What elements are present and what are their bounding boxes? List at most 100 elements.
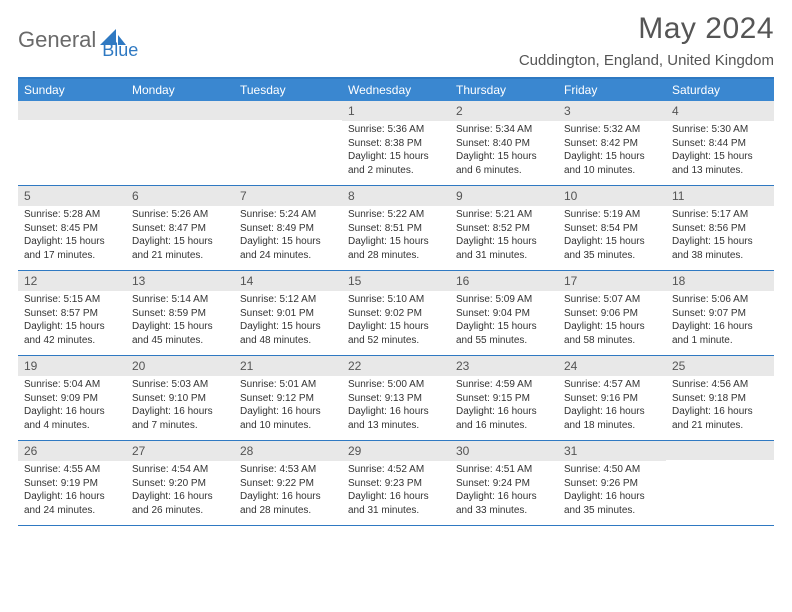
daylight-line: Daylight: 15 hours and 48 minutes. (240, 320, 336, 347)
day-cell: 16Sunrise: 5:09 AMSunset: 9:04 PMDayligh… (450, 271, 558, 355)
daylight-line: Daylight: 15 hours and 17 minutes. (24, 235, 120, 262)
week-row: 26Sunrise: 4:55 AMSunset: 9:19 PMDayligh… (18, 441, 774, 526)
day-body: Sunrise: 5:17 AMSunset: 8:56 PMDaylight:… (666, 206, 774, 266)
sunset-line: Sunset: 9:10 PM (132, 392, 228, 406)
day-body: Sunrise: 5:09 AMSunset: 9:04 PMDaylight:… (450, 291, 558, 351)
daylight-line: Daylight: 15 hours and 42 minutes. (24, 320, 120, 347)
logo-text-general: General (18, 27, 96, 53)
day-number (234, 101, 342, 120)
day-body: Sunrise: 5:21 AMSunset: 8:52 PMDaylight:… (450, 206, 558, 266)
day-body: Sunrise: 4:50 AMSunset: 9:26 PMDaylight:… (558, 461, 666, 521)
day-cell: 28Sunrise: 4:53 AMSunset: 9:22 PMDayligh… (234, 441, 342, 525)
sunset-line: Sunset: 8:59 PM (132, 307, 228, 321)
day-body: Sunrise: 4:57 AMSunset: 9:16 PMDaylight:… (558, 376, 666, 436)
sunrise-line: Sunrise: 5:28 AM (24, 208, 120, 222)
day-header-row: Sunday Monday Tuesday Wednesday Thursday… (18, 79, 774, 101)
day-number (18, 101, 126, 120)
daylight-line: Daylight: 15 hours and 38 minutes. (672, 235, 768, 262)
sunset-line: Sunset: 8:45 PM (24, 222, 120, 236)
sunset-line: Sunset: 8:57 PM (24, 307, 120, 321)
sunrise-line: Sunrise: 5:17 AM (672, 208, 768, 222)
sunrise-line: Sunrise: 5:36 AM (348, 123, 444, 137)
week-row: 1Sunrise: 5:36 AMSunset: 8:38 PMDaylight… (18, 101, 774, 186)
sunset-line: Sunset: 9:26 PM (564, 477, 660, 491)
daylight-line: Daylight: 16 hours and 24 minutes. (24, 490, 120, 517)
daylight-line: Daylight: 16 hours and 10 minutes. (240, 405, 336, 432)
sunset-line: Sunset: 8:56 PM (672, 222, 768, 236)
daylight-line: Daylight: 15 hours and 28 minutes. (348, 235, 444, 262)
day-cell: 12Sunrise: 5:15 AMSunset: 8:57 PMDayligh… (18, 271, 126, 355)
sunset-line: Sunset: 9:07 PM (672, 307, 768, 321)
day-number: 2 (450, 101, 558, 121)
sunrise-line: Sunrise: 5:21 AM (456, 208, 552, 222)
day-number: 11 (666, 186, 774, 206)
day-header: Thursday (450, 79, 558, 101)
sunrise-line: Sunrise: 5:10 AM (348, 293, 444, 307)
day-cell (234, 101, 342, 185)
sunrise-line: Sunrise: 5:26 AM (132, 208, 228, 222)
day-cell: 3Sunrise: 5:32 AMSunset: 8:42 PMDaylight… (558, 101, 666, 185)
sunrise-line: Sunrise: 5:15 AM (24, 293, 120, 307)
day-number: 26 (18, 441, 126, 461)
day-number: 3 (558, 101, 666, 121)
sunrise-line: Sunrise: 5:01 AM (240, 378, 336, 392)
day-cell: 17Sunrise: 5:07 AMSunset: 9:06 PMDayligh… (558, 271, 666, 355)
day-cell: 19Sunrise: 5:04 AMSunset: 9:09 PMDayligh… (18, 356, 126, 440)
daylight-line: Daylight: 15 hours and 21 minutes. (132, 235, 228, 262)
sunrise-line: Sunrise: 4:53 AM (240, 463, 336, 477)
week-row: 19Sunrise: 5:04 AMSunset: 9:09 PMDayligh… (18, 356, 774, 441)
daylight-line: Daylight: 15 hours and 24 minutes. (240, 235, 336, 262)
day-number: 19 (18, 356, 126, 376)
day-number: 5 (18, 186, 126, 206)
day-body: Sunrise: 5:32 AMSunset: 8:42 PMDaylight:… (558, 121, 666, 181)
weeks-container: 1Sunrise: 5:36 AMSunset: 8:38 PMDaylight… (18, 101, 774, 526)
day-number: 6 (126, 186, 234, 206)
day-cell: 29Sunrise: 4:52 AMSunset: 9:23 PMDayligh… (342, 441, 450, 525)
month-title: May 2024 (519, 12, 774, 46)
daylight-line: Daylight: 15 hours and 35 minutes. (564, 235, 660, 262)
day-number: 23 (450, 356, 558, 376)
day-body: Sunrise: 4:53 AMSunset: 9:22 PMDaylight:… (234, 461, 342, 521)
day-body: Sunrise: 5:14 AMSunset: 8:59 PMDaylight:… (126, 291, 234, 351)
day-cell (666, 441, 774, 525)
sunrise-line: Sunrise: 5:24 AM (240, 208, 336, 222)
day-number (126, 101, 234, 120)
day-number: 13 (126, 271, 234, 291)
day-number: 29 (342, 441, 450, 461)
day-body: Sunrise: 5:26 AMSunset: 8:47 PMDaylight:… (126, 206, 234, 266)
daylight-line: Daylight: 16 hours and 35 minutes. (564, 490, 660, 517)
sunset-line: Sunset: 8:52 PM (456, 222, 552, 236)
day-body: Sunrise: 5:15 AMSunset: 8:57 PMDaylight:… (18, 291, 126, 351)
daylight-line: Daylight: 15 hours and 31 minutes. (456, 235, 552, 262)
day-cell: 27Sunrise: 4:54 AMSunset: 9:20 PMDayligh… (126, 441, 234, 525)
day-header: Tuesday (234, 79, 342, 101)
daylight-line: Daylight: 15 hours and 52 minutes. (348, 320, 444, 347)
sunrise-line: Sunrise: 4:52 AM (348, 463, 444, 477)
day-number: 25 (666, 356, 774, 376)
day-cell: 1Sunrise: 5:36 AMSunset: 8:38 PMDaylight… (342, 101, 450, 185)
day-cell: 2Sunrise: 5:34 AMSunset: 8:40 PMDaylight… (450, 101, 558, 185)
sunrise-line: Sunrise: 5:06 AM (672, 293, 768, 307)
day-number: 20 (126, 356, 234, 376)
day-cell: 9Sunrise: 5:21 AMSunset: 8:52 PMDaylight… (450, 186, 558, 270)
sunset-line: Sunset: 8:44 PM (672, 137, 768, 151)
day-body: Sunrise: 5:30 AMSunset: 8:44 PMDaylight:… (666, 121, 774, 181)
day-cell: 18Sunrise: 5:06 AMSunset: 9:07 PMDayligh… (666, 271, 774, 355)
day-cell: 4Sunrise: 5:30 AMSunset: 8:44 PMDaylight… (666, 101, 774, 185)
logo: General Blue (18, 12, 138, 61)
sunset-line: Sunset: 9:02 PM (348, 307, 444, 321)
logo-text-blue: Blue (102, 40, 138, 61)
sunrise-line: Sunrise: 5:30 AM (672, 123, 768, 137)
sunset-line: Sunset: 9:24 PM (456, 477, 552, 491)
day-body: Sunrise: 5:01 AMSunset: 9:12 PMDaylight:… (234, 376, 342, 436)
day-number: 21 (234, 356, 342, 376)
day-cell: 6Sunrise: 5:26 AMSunset: 8:47 PMDaylight… (126, 186, 234, 270)
sunrise-line: Sunrise: 4:59 AM (456, 378, 552, 392)
sunrise-line: Sunrise: 4:57 AM (564, 378, 660, 392)
day-cell: 23Sunrise: 4:59 AMSunset: 9:15 PMDayligh… (450, 356, 558, 440)
day-body: Sunrise: 5:19 AMSunset: 8:54 PMDaylight:… (558, 206, 666, 266)
day-body: Sunrise: 5:06 AMSunset: 9:07 PMDaylight:… (666, 291, 774, 351)
day-cell: 13Sunrise: 5:14 AMSunset: 8:59 PMDayligh… (126, 271, 234, 355)
sunset-line: Sunset: 9:22 PM (240, 477, 336, 491)
daylight-line: Daylight: 15 hours and 6 minutes. (456, 150, 552, 177)
